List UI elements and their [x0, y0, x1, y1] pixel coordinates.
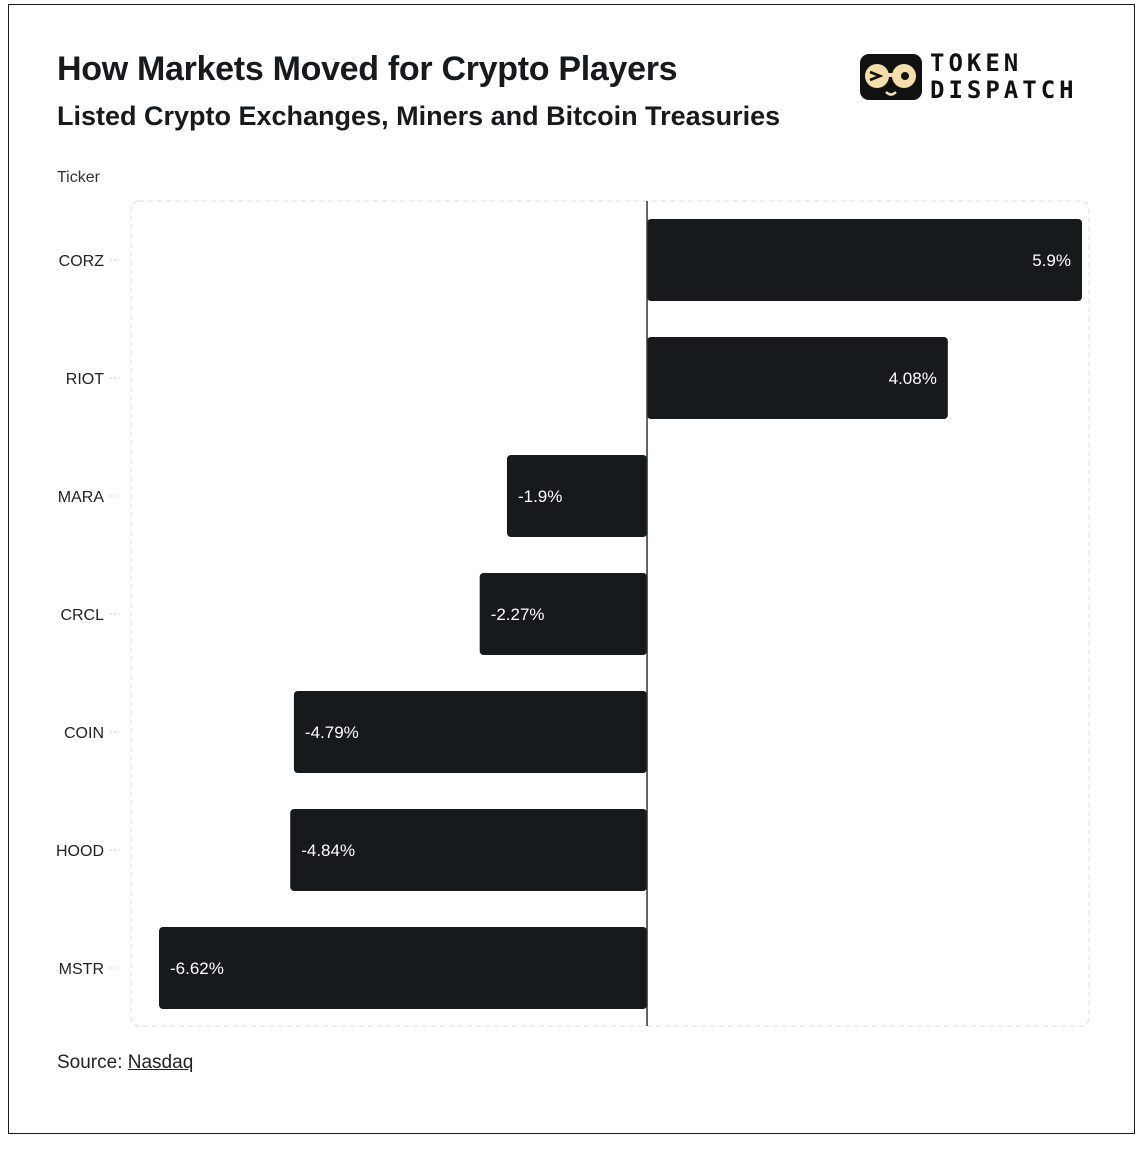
- tick-label-coin: COIN: [64, 725, 104, 742]
- bar-label-mara: -1.9%: [518, 487, 562, 506]
- source-link[interactable]: Nasdaq: [127, 1052, 194, 1073]
- bar-corz: [647, 219, 1082, 301]
- plot-area: [130, 200, 1090, 1027]
- y-axis-title: Ticker: [57, 169, 100, 186]
- bar-label-mstr: -6.62%: [170, 959, 224, 978]
- logo-line-2: DISPATCH: [930, 76, 1078, 104]
- logo-face-icon: [860, 54, 922, 100]
- source-prefix: Source:: [57, 1052, 123, 1073]
- tick-label-hood: HOOD: [56, 843, 104, 860]
- bar-mstr: [159, 927, 648, 1009]
- bar-label-crcl: -2.27%: [491, 605, 545, 624]
- bar-hood: [290, 809, 648, 891]
- tick-label-riot: RIOT: [66, 371, 104, 388]
- bar-crcl: [479, 573, 648, 655]
- bar-label-hood: -4.84%: [301, 841, 355, 860]
- tick-label-corz: CORZ: [59, 253, 105, 270]
- token-dispatch-logo: TOKEN DISPATCH: [858, 50, 1120, 104]
- bar-mara: [506, 455, 648, 537]
- tick-label-crcl: CRCL: [60, 607, 104, 624]
- bar-coin: [293, 691, 648, 773]
- tick-label-mstr: MSTR: [59, 961, 104, 978]
- chart-subtitle: Listed Crypto Exchanges, Miners and Bitc…: [57, 101, 781, 131]
- tick-label-mara: MARA: [58, 489, 105, 506]
- source-note: Source: Nasdaq: [57, 1052, 193, 1074]
- chart-title: How Markets Moved for Crypto Players: [57, 50, 678, 88]
- bar-label-coin: -4.79%: [305, 723, 359, 742]
- bar-label-riot: 4.08%: [889, 369, 937, 388]
- bar-riot: [647, 337, 948, 419]
- bar-label-corz: 5.9%: [1032, 251, 1071, 270]
- logo-line-1: TOKEN: [930, 49, 1023, 77]
- logo-wordmark: TOKEN DISPATCH: [930, 50, 1078, 104]
